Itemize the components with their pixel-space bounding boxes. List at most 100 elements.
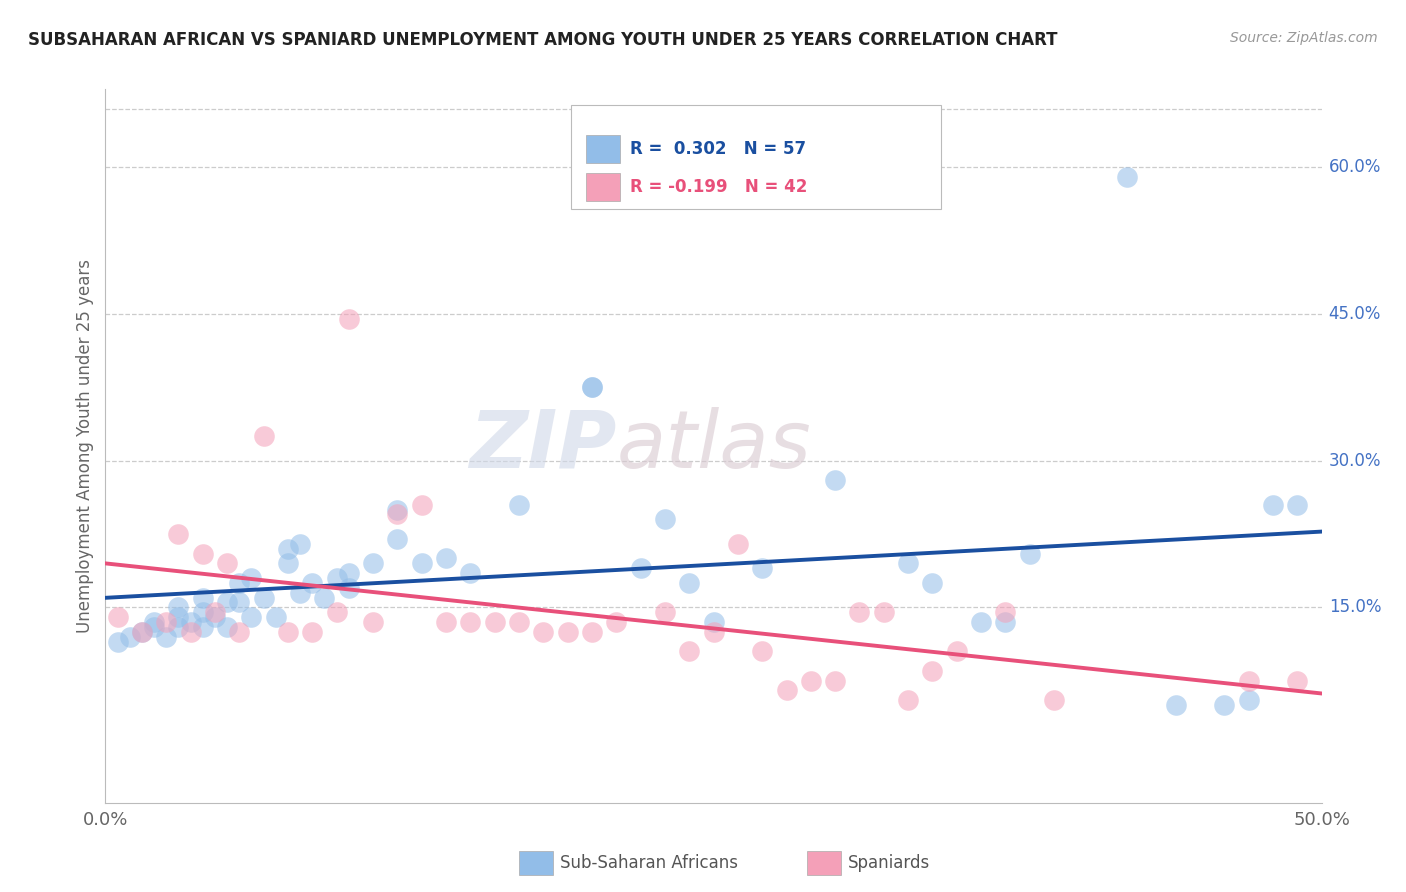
Point: [301, 575, 323, 590]
Point: [848, 605, 870, 619]
Text: SUBSAHARAN AFRICAN VS SPANIARD UNEMPLOYMENT AMONG YOUTH UNDER 25 YEARS CORRELATI: SUBSAHARAN AFRICAN VS SPANIARD UNEMPLOYM…: [28, 31, 1057, 49]
Point: [678, 644, 700, 658]
Point: [1043, 693, 1066, 707]
Point: [107, 610, 129, 624]
Point: [994, 615, 1017, 629]
Point: [217, 595, 239, 609]
Point: [411, 498, 433, 512]
Point: [337, 581, 360, 595]
Point: [167, 610, 190, 624]
Point: [1286, 498, 1309, 512]
Y-axis label: Unemployment Among Youth under 25 years: Unemployment Among Youth under 25 years: [76, 259, 94, 633]
Point: [557, 624, 579, 639]
Point: [1237, 693, 1260, 707]
Point: [180, 624, 202, 639]
Point: [361, 615, 384, 629]
Point: [337, 312, 360, 326]
Point: [824, 673, 846, 688]
Point: [921, 664, 943, 678]
Point: [191, 620, 214, 634]
Point: [252, 429, 274, 443]
Point: [1018, 547, 1040, 561]
Point: [277, 541, 299, 556]
Point: [277, 557, 299, 571]
Point: [751, 561, 773, 575]
Point: [107, 634, 129, 648]
Point: [1261, 498, 1284, 512]
Point: [508, 498, 530, 512]
Point: [264, 610, 287, 624]
Point: [970, 615, 993, 629]
Point: [228, 575, 250, 590]
Point: [654, 605, 676, 619]
Point: [131, 624, 153, 639]
Point: [508, 615, 530, 629]
Point: [277, 624, 299, 639]
Point: [240, 610, 263, 624]
Point: [727, 537, 749, 551]
Text: Spaniards: Spaniards: [848, 854, 929, 871]
Point: [228, 595, 250, 609]
Point: [945, 644, 967, 658]
Point: [167, 620, 190, 634]
Point: [921, 575, 943, 590]
Point: [824, 473, 846, 487]
Text: Source: ZipAtlas.com: Source: ZipAtlas.com: [1230, 31, 1378, 45]
Point: [337, 566, 360, 580]
Point: [751, 644, 773, 658]
Point: [630, 561, 652, 575]
Point: [217, 620, 239, 634]
Point: [155, 630, 177, 644]
Point: [387, 532, 409, 546]
Point: [897, 693, 920, 707]
Point: [288, 585, 311, 599]
Point: [775, 683, 797, 698]
Point: [581, 380, 603, 394]
Point: [240, 571, 263, 585]
Point: [314, 591, 336, 605]
Point: [288, 537, 311, 551]
Text: ZIP: ZIP: [468, 407, 616, 485]
Point: [702, 615, 725, 629]
Point: [1286, 673, 1309, 688]
Point: [605, 615, 627, 629]
Point: [678, 575, 700, 590]
Point: [897, 557, 920, 571]
Text: R =  0.302   N = 57: R = 0.302 N = 57: [630, 140, 806, 158]
Text: 30.0%: 30.0%: [1329, 451, 1381, 470]
Point: [143, 615, 166, 629]
Point: [434, 551, 457, 566]
Point: [411, 557, 433, 571]
Point: [167, 600, 190, 615]
Point: [458, 566, 481, 580]
Point: [873, 605, 896, 619]
Point: [361, 557, 384, 571]
Point: [217, 557, 239, 571]
Point: [387, 508, 409, 522]
Text: 45.0%: 45.0%: [1329, 305, 1381, 323]
Point: [1237, 673, 1260, 688]
Point: [301, 624, 323, 639]
Point: [191, 547, 214, 561]
Text: 60.0%: 60.0%: [1329, 159, 1381, 177]
Point: [325, 571, 347, 585]
Point: [228, 624, 250, 639]
Point: [204, 605, 226, 619]
Text: Sub-Saharan Africans: Sub-Saharan Africans: [560, 854, 738, 871]
Point: [325, 605, 347, 619]
Point: [581, 380, 603, 394]
Point: [531, 624, 554, 639]
Point: [204, 610, 226, 624]
Point: [252, 591, 274, 605]
Point: [387, 502, 409, 516]
Point: [191, 605, 214, 619]
Point: [434, 615, 457, 629]
Text: 15.0%: 15.0%: [1329, 599, 1381, 616]
Point: [484, 615, 506, 629]
Point: [1213, 698, 1236, 712]
Text: atlas: atlas: [616, 407, 811, 485]
Point: [581, 624, 603, 639]
Point: [131, 624, 153, 639]
Point: [1116, 170, 1139, 185]
Point: [458, 615, 481, 629]
